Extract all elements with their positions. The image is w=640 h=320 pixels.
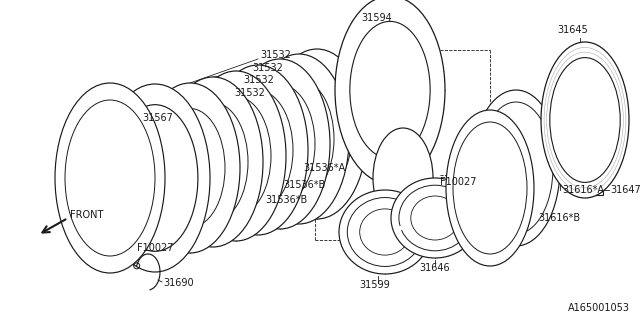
Text: FRONT: FRONT (70, 210, 104, 220)
Text: F10027: F10027 (440, 177, 477, 187)
Ellipse shape (249, 54, 349, 224)
Text: 31536*B: 31536*B (283, 180, 325, 190)
Ellipse shape (391, 178, 479, 258)
Text: 31646: 31646 (420, 263, 451, 273)
Ellipse shape (541, 42, 629, 198)
Ellipse shape (373, 128, 433, 228)
Ellipse shape (472, 90, 560, 246)
Text: 31532: 31532 (243, 75, 274, 85)
Ellipse shape (335, 0, 445, 184)
Text: 31690: 31690 (163, 278, 194, 288)
Text: 31616*B: 31616*B (538, 213, 580, 223)
Text: 31536*B: 31536*B (265, 195, 307, 205)
Text: 31599: 31599 (360, 280, 390, 290)
Text: 31532: 31532 (260, 50, 291, 60)
Text: 31647: 31647 (610, 185, 640, 195)
Text: 31567: 31567 (142, 113, 173, 123)
Ellipse shape (100, 84, 210, 272)
Text: F10027: F10027 (137, 243, 173, 253)
Ellipse shape (230, 59, 330, 229)
Ellipse shape (208, 65, 308, 235)
Ellipse shape (140, 83, 240, 253)
Ellipse shape (55, 83, 165, 273)
Ellipse shape (186, 71, 286, 241)
Ellipse shape (267, 49, 367, 219)
Ellipse shape (163, 77, 263, 247)
Text: 31532: 31532 (252, 63, 283, 73)
Text: 31616*A: 31616*A (562, 185, 604, 195)
Text: 31594: 31594 (362, 13, 392, 23)
Text: 31532: 31532 (234, 88, 265, 98)
Ellipse shape (339, 190, 431, 274)
Text: 31645: 31645 (557, 25, 588, 35)
Text: 31536*A: 31536*A (303, 163, 345, 173)
Text: A165001053: A165001053 (568, 303, 630, 313)
Ellipse shape (446, 110, 534, 266)
